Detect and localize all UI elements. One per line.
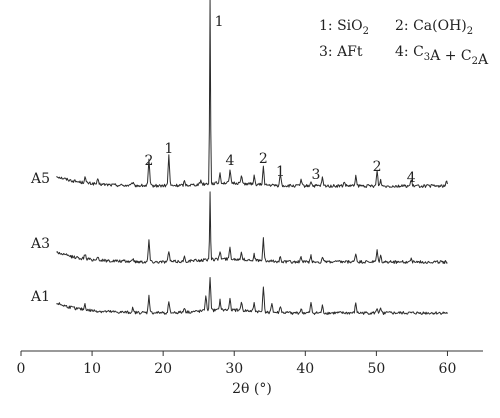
legend-entry-3: 3: AFt: [319, 44, 363, 60]
series-label-a1: A1: [30, 289, 50, 305]
x-tick-label: 60: [439, 361, 457, 377]
legend-entry-1: 1: SiO2: [319, 18, 369, 37]
x-tick-label: 10: [83, 361, 101, 377]
series-line-a3: [56, 191, 448, 264]
x-tick-label: 40: [296, 361, 314, 377]
x-tick-label: 0: [17, 361, 26, 377]
series-label-a3: A3: [30, 236, 50, 252]
diffraction-traces: [56, 0, 448, 315]
peak-label: 3: [312, 167, 321, 183]
series-labels: A5 A3 A1: [30, 171, 50, 305]
x-tick-label: 50: [367, 361, 385, 377]
series-label-a5: A5: [30, 171, 50, 187]
chart-legend: 1: SiO2 2: Ca(OH)2 3: AFt 4: C3A + C2A: [319, 18, 489, 68]
x-axis: 0 10 20 30 40 50 60: [17, 350, 483, 377]
peak-label: 1: [276, 164, 285, 180]
x-tick-label: 30: [225, 361, 243, 377]
x-tick-label: 20: [154, 361, 172, 377]
peak-label: 2: [259, 151, 268, 167]
legend-entry-4: 4: C3A + C2A: [395, 44, 489, 68]
peak-label: 1: [215, 14, 224, 30]
legend-entry-2: 2: Ca(OH)2: [395, 18, 473, 37]
series-line-a5: [56, 0, 448, 188]
x-axis-title: 2θ (°): [232, 381, 272, 397]
peak-label: 4: [226, 153, 235, 169]
series-line-a1: [56, 276, 448, 315]
peak-label: 4: [407, 170, 416, 186]
peak-label: 1: [164, 141, 173, 157]
peak-label: 2: [373, 159, 382, 175]
